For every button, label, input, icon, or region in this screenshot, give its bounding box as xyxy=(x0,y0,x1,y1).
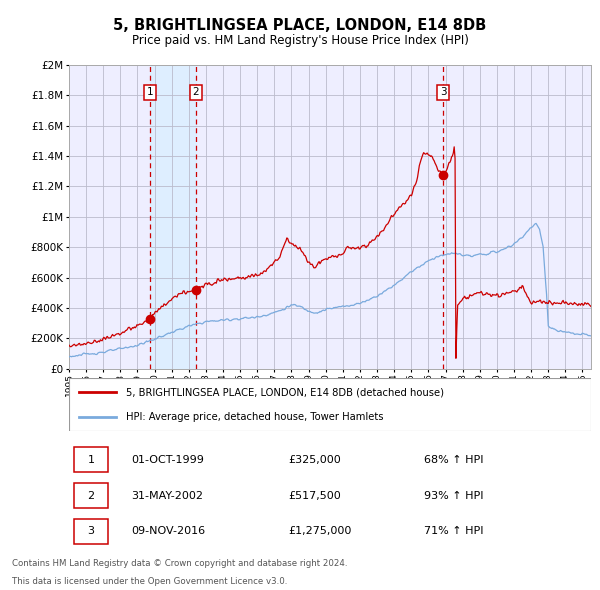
Bar xyxy=(74,483,108,508)
Text: £325,000: £325,000 xyxy=(288,455,341,465)
Bar xyxy=(74,447,108,472)
Text: HPI: Average price, detached house, Tower Hamlets: HPI: Average price, detached house, Towe… xyxy=(127,412,384,422)
Text: Contains HM Land Registry data © Crown copyright and database right 2024.: Contains HM Land Registry data © Crown c… xyxy=(12,559,347,568)
Text: This data is licensed under the Open Government Licence v3.0.: This data is licensed under the Open Gov… xyxy=(12,576,287,586)
Text: 71% ↑ HPI: 71% ↑ HPI xyxy=(424,526,484,536)
Bar xyxy=(150,65,196,369)
Text: 01-OCT-1999: 01-OCT-1999 xyxy=(131,455,205,465)
Text: Price paid vs. HM Land Registry's House Price Index (HPI): Price paid vs. HM Land Registry's House … xyxy=(131,34,469,47)
Text: 3: 3 xyxy=(440,87,446,97)
Text: 5, BRIGHTLINGSEA PLACE, LONDON, E14 8DB: 5, BRIGHTLINGSEA PLACE, LONDON, E14 8DB xyxy=(113,18,487,33)
Text: 09-NOV-2016: 09-NOV-2016 xyxy=(131,526,206,536)
Text: 2: 2 xyxy=(88,491,95,500)
Text: £517,500: £517,500 xyxy=(288,491,341,500)
Text: 1: 1 xyxy=(88,455,95,465)
Text: 68% ↑ HPI: 68% ↑ HPI xyxy=(424,455,484,465)
Text: £1,275,000: £1,275,000 xyxy=(288,526,352,536)
Text: 3: 3 xyxy=(88,526,95,536)
Text: 1: 1 xyxy=(147,87,154,97)
Text: 5, BRIGHTLINGSEA PLACE, LONDON, E14 8DB (detached house): 5, BRIGHTLINGSEA PLACE, LONDON, E14 8DB … xyxy=(127,388,445,398)
Text: 93% ↑ HPI: 93% ↑ HPI xyxy=(424,491,484,500)
Text: 2: 2 xyxy=(193,87,199,97)
Bar xyxy=(74,519,108,544)
Text: 31-MAY-2002: 31-MAY-2002 xyxy=(131,491,203,500)
